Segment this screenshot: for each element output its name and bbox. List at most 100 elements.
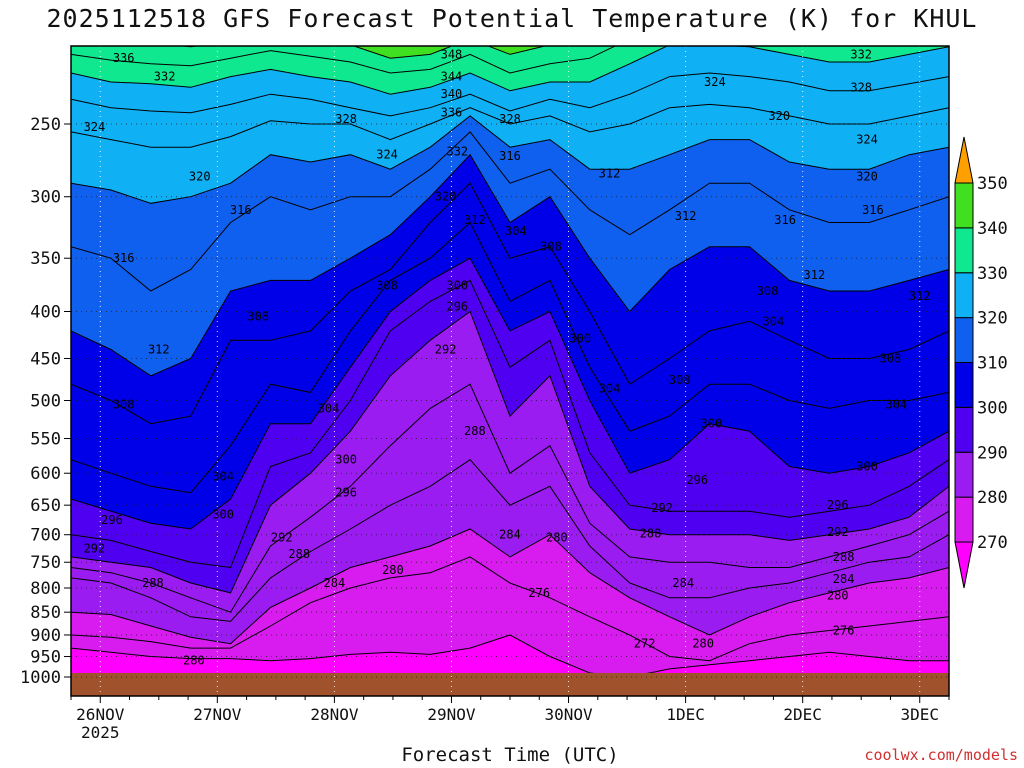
contour-label: 308 (113, 397, 135, 411)
contour-line-272 (71, 634, 949, 678)
y-tick-label: 950 (30, 648, 61, 668)
contour-line-344 (71, 35, 949, 45)
colorbar-segment (954, 496, 974, 543)
contour-fills (71, 46, 949, 696)
y-tick-label: 900 (30, 626, 61, 646)
contour-label: 312 (804, 268, 826, 282)
contour-label: 304 (505, 224, 527, 238)
contour-label: 312 (675, 209, 697, 223)
contour-line-276 (71, 556, 949, 662)
y-tick-label: 650 (30, 496, 61, 516)
ground-terrain (71, 673, 949, 696)
contour-label: 288 (640, 527, 662, 541)
y-tick-label: 1000 (20, 668, 61, 688)
contour-label: 308 (880, 351, 902, 365)
x-axis-label: Forecast Time (UTC) (401, 744, 619, 766)
colorbar-label: 300 (977, 398, 1008, 418)
x-tick-label: 29NOV (427, 705, 476, 724)
contour-label: 308 (376, 279, 398, 293)
colorbar-segment (954, 451, 974, 498)
y-tick-label: 500 (30, 392, 61, 412)
contour-label: 332 (154, 70, 176, 84)
y-tick-label: 250 (30, 115, 61, 135)
contour-label: 324 (704, 75, 726, 89)
colorbar-segment (954, 182, 974, 229)
contour-label: 320 (435, 190, 457, 204)
contour-label: 300 (335, 453, 357, 467)
contour-label: 348 (441, 47, 463, 61)
contour-line-312 (71, 153, 949, 377)
contour-label: 296 (335, 486, 357, 500)
contour-label: 320 (768, 109, 790, 123)
chart-title: 2025112518 GFS Forecast Potential Temper… (46, 4, 978, 33)
contour-label: 288 (288, 547, 310, 561)
x-tick-label: 27NOV (193, 705, 242, 724)
contour-label: 300 (212, 507, 234, 521)
contour-label: 296 (101, 513, 123, 527)
contour-label: 324 (84, 120, 106, 134)
contour-label: 312 (464, 213, 486, 227)
contour-label: 300 (569, 331, 591, 345)
contour-line-324 (71, 103, 949, 148)
contour-label: 328 (850, 80, 872, 94)
contour-label: 304 (599, 381, 621, 395)
contour-label: 328 (499, 112, 521, 126)
contour-label: 320 (856, 169, 878, 183)
contour-label: 324 (376, 148, 398, 162)
contour-label: 344 (441, 70, 463, 84)
contour-label: 328 (335, 112, 357, 126)
contour-label: 284 (833, 572, 855, 586)
contour-label: 336 (441, 106, 463, 120)
y-tick-label: 600 (30, 464, 61, 484)
contour-label: 296 (827, 498, 849, 512)
contour-label: 280 (692, 637, 714, 651)
contour-label: 292 (651, 501, 673, 515)
colorbar-segment (954, 406, 974, 453)
contour-label: 280 (382, 563, 404, 577)
contour-label: 316 (230, 203, 252, 217)
contour-label: 292 (271, 531, 293, 545)
contour-label: 288 (142, 576, 164, 590)
contour-label: 292 (435, 343, 457, 357)
contour-lines (71, 35, 949, 678)
contour-label: 296 (686, 473, 708, 487)
y-tick-label: 700 (30, 526, 61, 546)
colorbar-segment (954, 227, 974, 274)
contour-label: 312 (148, 343, 170, 357)
contour-label: 308 (540, 240, 562, 254)
contour-label: 284 (672, 576, 694, 590)
colorbar-label: 350 (977, 174, 1008, 194)
contour-line-296 (71, 279, 949, 569)
colorbar-segment (954, 362, 974, 408)
contour-label: 276 (528, 586, 550, 600)
contour-label: 316 (113, 251, 135, 265)
contour-labels: 336 332 324 320 316 316 312 308 308 304 304 300 300 2… (84, 47, 931, 667)
contour-label: 304 (318, 401, 340, 415)
contour-label: 288 (464, 424, 486, 438)
contour-label: 304 (885, 397, 907, 411)
contour-label: 324 (856, 133, 878, 147)
colorbar-label: 270 (977, 533, 1008, 553)
contour-line-292 (71, 310, 949, 594)
contour-line-300 (71, 257, 949, 530)
contour-label: 340 (441, 87, 463, 101)
contour-line-328 (71, 72, 949, 117)
y-tick-label: 550 (30, 430, 61, 450)
colorbar-label: 330 (977, 264, 1008, 284)
contour-label: 292 (84, 542, 106, 556)
x-tick-label: 2DEC (783, 705, 822, 724)
contour-line-348 (71, 35, 949, 37)
contour-label: 300 (856, 460, 878, 474)
colorbar: 270 280 290 300 310 320 330 340 350 (954, 136, 1008, 589)
source-credit: coolwx.com/models (864, 746, 1018, 764)
contour-label: 308 (669, 373, 691, 387)
contour-line-288 (71, 383, 949, 613)
contour-line-316 (71, 131, 949, 292)
x-tick-label: 28NOV (310, 705, 359, 724)
contour-line-336 (71, 46, 617, 74)
colorbar-label: 290 (977, 443, 1008, 463)
fill-above-336 (71, 46, 949, 73)
contour-label: 280 (546, 531, 568, 545)
colorbar-extend-bottom (954, 541, 974, 589)
y-tick-label: 350 (30, 249, 61, 269)
